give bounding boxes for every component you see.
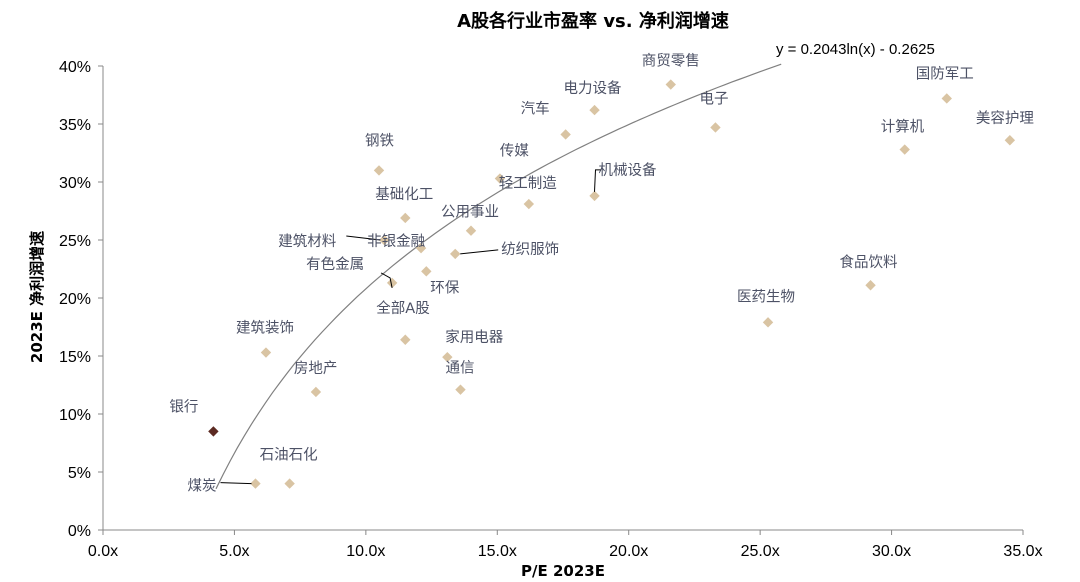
y-tick-label: 35% xyxy=(59,117,91,134)
label-leader-line xyxy=(594,169,601,192)
point-label: 房地产 xyxy=(294,360,338,377)
data-point xyxy=(386,277,398,289)
point-label: 食品饮料 xyxy=(840,254,898,271)
point-label: 机械设备 xyxy=(599,162,657,179)
data-point xyxy=(1004,135,1016,146)
point-label: 煤炭 xyxy=(188,478,217,495)
point-label: 环保 xyxy=(430,279,459,296)
point-label: 基础化工 xyxy=(375,186,433,203)
point-label: 轻工制造 xyxy=(499,175,557,192)
point-label: 电力设备 xyxy=(564,80,622,97)
data-point xyxy=(400,212,411,224)
data-point xyxy=(260,347,272,358)
x-tick-label: 30.0x xyxy=(872,543,911,560)
data-point xyxy=(442,351,453,363)
data-point xyxy=(284,478,295,489)
x-tick-label: 0.0x xyxy=(88,543,118,560)
data-point xyxy=(589,190,600,202)
x-axis-title: P/E 2023E xyxy=(521,562,605,580)
chart-title: A股各行业市盈率 vs. 净利润增速 xyxy=(457,10,729,32)
data-point xyxy=(494,173,506,184)
x-tick-label: 15.0x xyxy=(478,543,517,560)
point-label: 商贸零售 xyxy=(642,53,700,70)
y-tick-label: 10% xyxy=(59,407,91,424)
x-tick-label: 25.0x xyxy=(741,543,780,560)
axes: 0% 5% 10% 15% 20% 25% 30% 35% 40% 0.0x 5.0x 10.0x 15… xyxy=(59,59,1043,560)
point-label: 计算机 xyxy=(881,119,925,136)
data-point xyxy=(450,248,461,260)
data-point xyxy=(762,317,774,328)
data-point xyxy=(208,426,219,437)
y-tick-label: 15% xyxy=(59,349,91,366)
label-leader-line xyxy=(220,482,252,485)
point-label: 传媒 xyxy=(500,143,529,160)
data-point xyxy=(415,242,427,254)
trendline xyxy=(215,63,782,490)
data-point xyxy=(400,334,411,345)
y-tick-label: 25% xyxy=(59,233,91,250)
point-label: 公用事业 xyxy=(441,204,499,221)
x-tick-label: 20.0x xyxy=(609,543,648,560)
y-tick-label: 0% xyxy=(68,523,91,540)
point-label: 电子 xyxy=(700,91,729,108)
data-point xyxy=(379,234,390,246)
trendline-path xyxy=(215,63,782,490)
y-axis-title: 2023E 净利润增速 xyxy=(28,231,46,363)
data-point xyxy=(941,93,952,104)
data-point xyxy=(865,280,876,291)
point-label: 钢铁 xyxy=(365,132,394,149)
x-tick-label: 5.0x xyxy=(219,543,249,560)
y-tick-label: 20% xyxy=(59,291,91,308)
y-tick-label: 40% xyxy=(59,59,91,76)
point-label: 汽车 xyxy=(521,100,550,117)
y-tick-label: 30% xyxy=(59,175,91,192)
data-point xyxy=(465,225,477,236)
data-point xyxy=(665,79,676,90)
label-leader-line xyxy=(460,249,499,255)
point-label: 银行 xyxy=(169,398,198,415)
point-label: 建筑装饰 xyxy=(236,320,294,337)
data-point xyxy=(455,384,466,395)
y-tick-label: 5% xyxy=(68,465,91,482)
x-tick-label: 35.0x xyxy=(1003,543,1042,560)
point-label: 有色金属 xyxy=(306,256,364,273)
point-label: 国防军工 xyxy=(916,66,974,83)
point-label: 美容护理 xyxy=(976,110,1034,127)
point-label: 家用电器 xyxy=(445,329,503,346)
data-point xyxy=(421,266,432,277)
point-label: 纺织服饰 xyxy=(501,241,559,258)
data-point xyxy=(899,144,910,155)
x-tick-label: 10.0x xyxy=(346,543,385,560)
label-leader-line xyxy=(346,235,381,241)
data-point xyxy=(523,198,535,210)
point-label: 建筑材料 xyxy=(278,233,336,250)
label-leader-line xyxy=(380,272,393,288)
data-point xyxy=(310,386,322,398)
data-point xyxy=(710,122,721,133)
data-point xyxy=(373,165,385,176)
point-label: 通信 xyxy=(446,360,475,377)
point-label: 非银金融 xyxy=(367,233,425,250)
point-label: 医药生物 xyxy=(737,288,795,305)
data-point xyxy=(589,104,600,116)
point-label: 全部A股 xyxy=(376,299,429,317)
point-label: 石油石化 xyxy=(260,447,318,464)
data-point xyxy=(250,478,261,489)
data-points xyxy=(208,79,1016,489)
data-point xyxy=(560,129,571,140)
trendline-equation: y = 0.2043ln(x) - 0.2625 xyxy=(776,41,935,58)
